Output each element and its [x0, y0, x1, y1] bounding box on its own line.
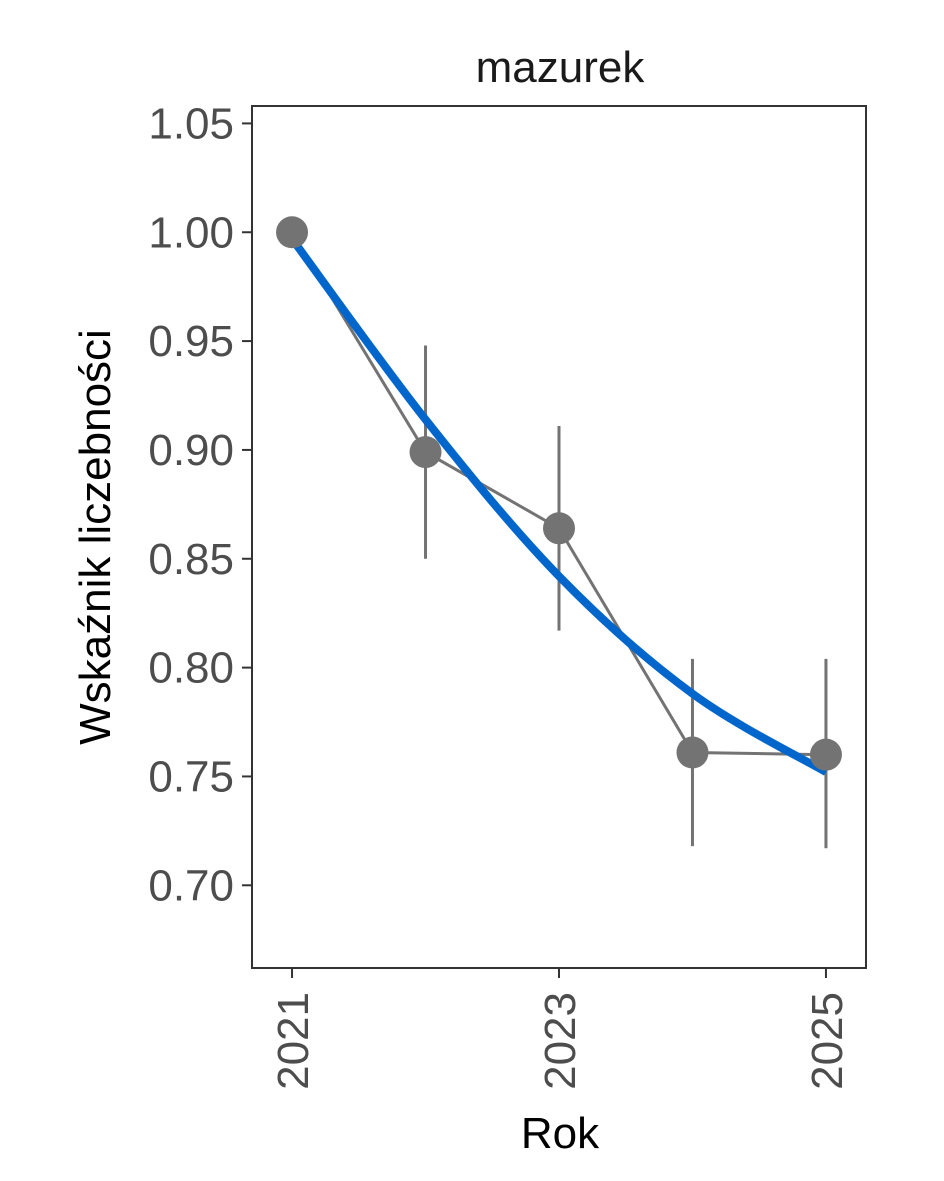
y-tick-label: 0.70	[148, 861, 234, 910]
x-axis-title: Rok	[521, 1109, 600, 1158]
data-point	[676, 736, 709, 769]
series-layer	[276, 216, 842, 849]
y-tick-label: 0.80	[148, 644, 234, 693]
x-tick-label: 2025	[803, 992, 852, 1090]
x-tick-label: 2023	[536, 992, 585, 1090]
data-point	[276, 216, 309, 249]
y-tick-label: 0.90	[148, 426, 234, 475]
y-tick-label: 1.05	[148, 99, 234, 148]
y-tick-label: 0.95	[148, 317, 234, 366]
data-point	[543, 512, 575, 545]
y-axis: 0.70 0.75 0.80 0.85 0.90 0.95 1.00 1.05	[148, 99, 252, 910]
data-point	[409, 436, 442, 469]
data-point	[809, 738, 842, 771]
x-axis: 2021 2023 2025	[269, 968, 852, 1090]
y-tick-label: 1.00	[148, 208, 234, 257]
x-tick-label: 2021	[269, 992, 318, 1090]
y-axis-title: Wskaźnik liczebności	[71, 329, 120, 745]
y-tick-label: 0.85	[148, 535, 234, 584]
trend-line	[288, 236, 829, 776]
chart-title: mazurek	[476, 43, 646, 92]
y-tick-label: 0.75	[148, 752, 234, 801]
